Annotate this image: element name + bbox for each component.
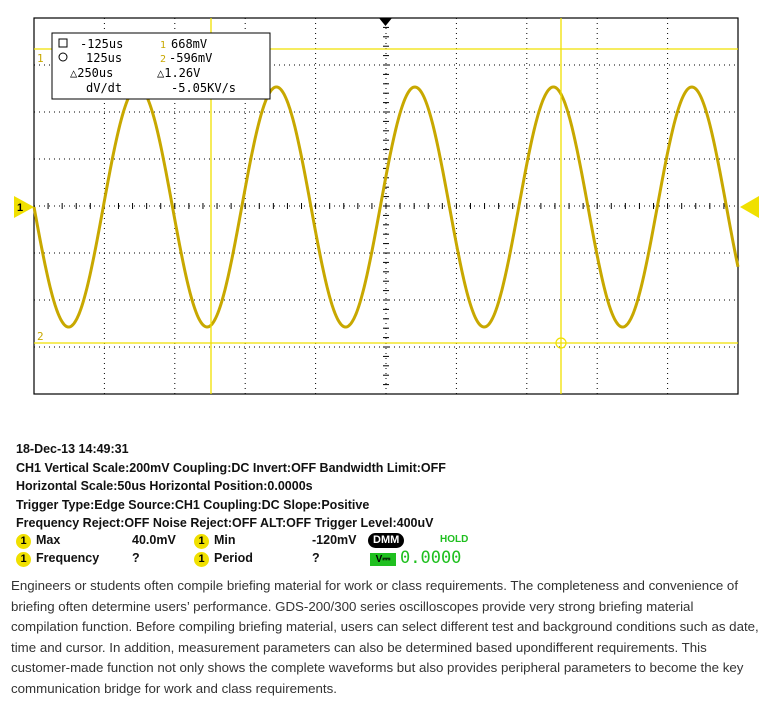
- max-value: 40.0mV: [132, 533, 176, 547]
- ch1-badge-icon: 1: [16, 534, 31, 549]
- waveform-trace: [32, 85, 740, 329]
- ch1-badge-icon: 1: [16, 552, 31, 567]
- dc-voltage-icon: V⎓: [370, 553, 396, 566]
- trigger-settings: Trigger Type:Edge Source:CH1 Coupling:DC…: [16, 498, 370, 512]
- capture-date: 18-Dec-13 14:49:31: [16, 442, 129, 456]
- ch1-badge-icon: 1: [194, 534, 209, 549]
- ch1-badge-icon: 1: [194, 552, 209, 567]
- period-label: Period: [214, 551, 253, 565]
- cursor-readout-box: -125us 1 668mV 125us 2 -596mV △250us △1.…: [51, 32, 271, 100]
- dmm-badge: DMM: [368, 533, 405, 548]
- dvdt-value: -5.05KV/s: [171, 81, 236, 95]
- max-label: Max: [36, 533, 61, 547]
- trigger-position-icon: [379, 18, 392, 26]
- cursor-circle-marker: [555, 337, 567, 349]
- delta-volt: △1.26V: [157, 66, 200, 80]
- cursor1-volt: 668mV: [171, 37, 207, 51]
- delta-time: △250us: [70, 66, 113, 80]
- description-paragraph: Engineers or students often compile brie…: [11, 578, 759, 696]
- ch1-settings: CH1 Vertical Scale:200mV Coupling:DC Inv…: [16, 461, 446, 475]
- min-label: Min: [214, 533, 236, 547]
- reject-settings: Frequency Reject:OFF Noise Reject:OFF AL…: [16, 516, 434, 530]
- frequency-value: ?: [132, 551, 140, 565]
- cursor2-ch: 2: [160, 54, 166, 65]
- dmm-reading: 0.0000: [400, 548, 462, 568]
- cursor1-ch: 1: [160, 40, 166, 51]
- cursor2-volt: -596mV: [169, 51, 212, 65]
- cursor-h1-tag: 1: [37, 52, 44, 65]
- cursor-h2-tag: 2: [37, 330, 44, 343]
- oscilloscope-screen: 1 2 1 -125us 1 668mV 125us 2 -596mV △250…: [14, 17, 759, 395]
- cursor2-time: 125us: [86, 51, 122, 65]
- dvdt-label: dV/dt: [86, 81, 122, 95]
- ch1-ground-marker-label: 1: [17, 202, 23, 214]
- frequency-label: Frequency: [36, 551, 100, 565]
- period-value: ?: [312, 551, 320, 565]
- measurement-row-1: 1 Max 40.0mV 1 Min -120mV DMM HOLD: [16, 533, 756, 551]
- hold-indicator: HOLD: [440, 534, 469, 545]
- trigger-level-marker-icon[interactable]: [740, 196, 759, 218]
- horizontal-settings: Horizontal Scale:50us Horizontal Positio…: [16, 479, 313, 493]
- ch1-ground-marker-icon[interactable]: [14, 196, 34, 218]
- measurement-row-2: 1 Frequency ? 1 Period ? V⎓ 0.0000: [16, 548, 756, 569]
- min-value: -120mV: [312, 533, 357, 547]
- cursor1-time: -125us: [80, 37, 123, 51]
